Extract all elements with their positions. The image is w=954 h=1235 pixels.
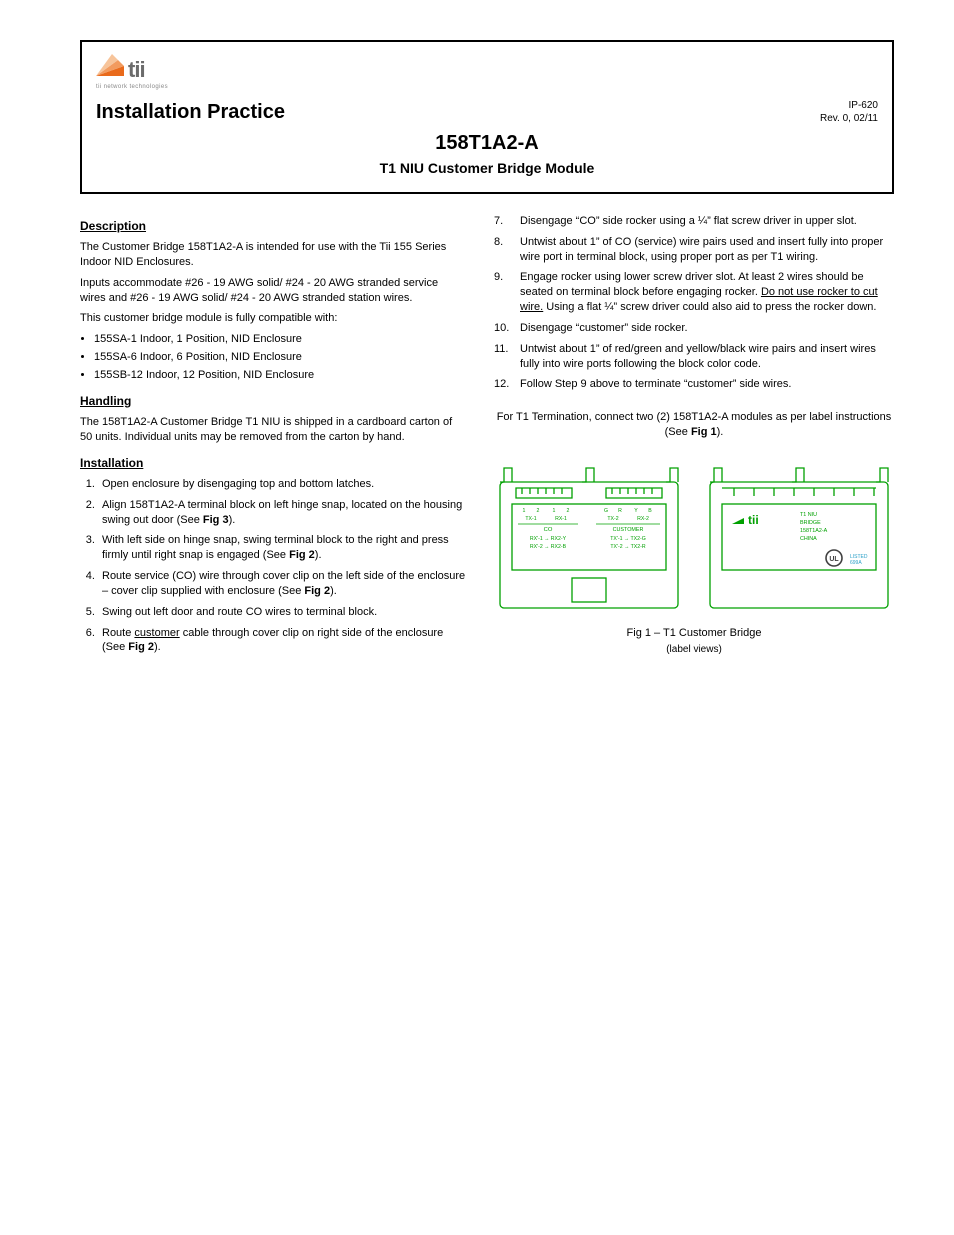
logo-subline: tii network technologies — [96, 83, 878, 91]
doc-title: Installation Practice — [96, 99, 285, 126]
svg-text:B: B — [648, 508, 652, 514]
svg-text:UL: UL — [829, 556, 839, 563]
step-9: Engage rocker using lower screw driver s… — [494, 270, 894, 315]
figure-row: 1 2 1 2 TX-1 RX-1 CO RX'-1 → RX2-Y RX'-2… — [494, 458, 894, 618]
figure-1-left: 1 2 1 2 TX-1 RX-1 CO RX'-1 → RX2-Y RX'-2… — [494, 458, 684, 618]
step-4: Route service (CO) wire through cover cl… — [98, 569, 466, 599]
svg-text:RX-2: RX-2 — [637, 516, 649, 522]
step-5: Swing out left door and route CO wires t… — [98, 605, 466, 620]
description-heading: Description — [80, 218, 466, 234]
left-column: Description The Customer Bridge 158T1A2-… — [80, 208, 466, 661]
header-box: tii tii network technologies Installatio… — [80, 40, 894, 194]
step-11: Untwist about 1” of red/green and yellow… — [494, 342, 894, 372]
step-10: Disengage “customer” side rocker. — [494, 321, 894, 336]
svg-text:R: R — [618, 508, 622, 514]
svg-text:T1 NIU: T1 NIU — [800, 512, 817, 518]
logo-block: tii — [96, 52, 878, 81]
svg-text:TX-1: TX-1 — [525, 516, 536, 522]
svg-text:1: 1 — [553, 508, 556, 514]
right-column: Disengage “CO” side rocker using a ¼” fl… — [494, 208, 894, 661]
doc-number: IP-620 — [820, 99, 878, 113]
svg-text:RX'-1 → RX2-Y: RX'-1 → RX2-Y — [530, 536, 567, 542]
installation-heading: Installation — [80, 455, 466, 471]
install-steps-right: Disengage “CO” side rocker using a ¼” fl… — [494, 214, 894, 392]
device-back-svg: tii T1 NIU BRIDGE 158T1A2-A CHINA UL LIS… — [704, 458, 894, 613]
svg-text:2: 2 — [567, 508, 570, 514]
fig1-caption: Fig 1 – T1 Customer Bridge — [494, 626, 894, 641]
svg-text:RX'-2 → RX2-B: RX'-2 → RX2-B — [530, 544, 567, 550]
svg-text:TX-2: TX-2 — [607, 516, 618, 522]
description-p1: The Customer Bridge 158T1A2-A is intende… — [80, 240, 466, 270]
logo-wordmark: tii — [128, 59, 145, 81]
compat-list: 155SA-1 Indoor, 1 Position, NID Enclosur… — [94, 332, 466, 383]
doc-product: T1 NIU Customer Bridge Module — [96, 159, 878, 178]
step-2: Align 158T1A2-A terminal block on left h… — [98, 498, 466, 528]
step-12: Follow Step 9 above to terminate “custom… — [494, 377, 894, 392]
description-p2: Inputs accommodate #26 - 19 AWG solid/ #… — [80, 276, 466, 306]
svg-text:158T1A2-A: 158T1A2-A — [800, 528, 828, 534]
svg-text:1: 1 — [523, 508, 526, 514]
handling-heading: Handling — [80, 393, 466, 409]
svg-text:tii: tii — [748, 513, 759, 527]
install-steps-left: Open enclosure by disengaging top and bo… — [98, 477, 466, 655]
fig1-note: For T1 Termination, connect two (2) 158T… — [494, 410, 894, 440]
step-8: Untwist about 1” of CO (service) wire pa… — [494, 235, 894, 265]
body-columns: Description The Customer Bridge 158T1A2-… — [80, 208, 894, 661]
logo-mark — [96, 52, 124, 81]
fig1-caption-sub: (label views) — [494, 643, 894, 657]
svg-text:699A: 699A — [850, 560, 862, 566]
logo-text-block: tii — [128, 59, 145, 81]
svg-text:CHINA: CHINA — [800, 536, 817, 542]
step-6: Route customer cable through cover clip … — [98, 626, 466, 656]
svg-text:Y: Y — [634, 508, 638, 514]
svg-text:BRIDGE: BRIDGE — [800, 520, 821, 526]
compat-item: 155SB-12 Indoor, 12 Position, NID Enclos… — [94, 368, 466, 383]
svg-text:TX'-2 → TX2-R: TX'-2 → TX2-R — [610, 544, 645, 550]
handling-p1: The 158T1A2-A Customer Bridge T1 NIU is … — [80, 415, 466, 445]
doc-model: 158T1A2-A — [96, 130, 878, 157]
compat-item: 155SA-1 Indoor, 1 Position, NID Enclosur… — [94, 332, 466, 347]
doc-meta: IP-620 Rev. 0, 02/11 — [820, 99, 878, 126]
svg-text:2: 2 — [537, 508, 540, 514]
figure-1-right: tii T1 NIU BRIDGE 158T1A2-A CHINA UL LIS… — [704, 458, 894, 618]
step-1: Open enclosure by disengaging top and bo… — [98, 477, 466, 492]
svg-text:RX-1: RX-1 — [555, 516, 567, 522]
description-p3: This customer bridge module is fully com… — [80, 311, 466, 326]
svg-text:CUSTOMER: CUSTOMER — [613, 527, 644, 533]
compat-item: 155SA-6 Indoor, 6 Position, NID Enclosur… — [94, 350, 466, 365]
device-front-svg: 1 2 1 2 TX-1 RX-1 CO RX'-1 → RX2-Y RX'-2… — [494, 458, 684, 613]
step-3: With left side on hinge snap, swing term… — [98, 533, 466, 563]
header-title-row: Installation Practice IP-620 Rev. 0, 02/… — [96, 99, 878, 126]
doc-rev: Rev. 0, 02/11 — [820, 112, 878, 126]
svg-text:G: G — [604, 508, 608, 514]
svg-text:CO: CO — [544, 527, 553, 533]
svg-text:TX'-1 → TX2-G: TX'-1 → TX2-G — [610, 536, 645, 542]
step-7: Disengage “CO” side rocker using a ¼” fl… — [494, 214, 894, 229]
